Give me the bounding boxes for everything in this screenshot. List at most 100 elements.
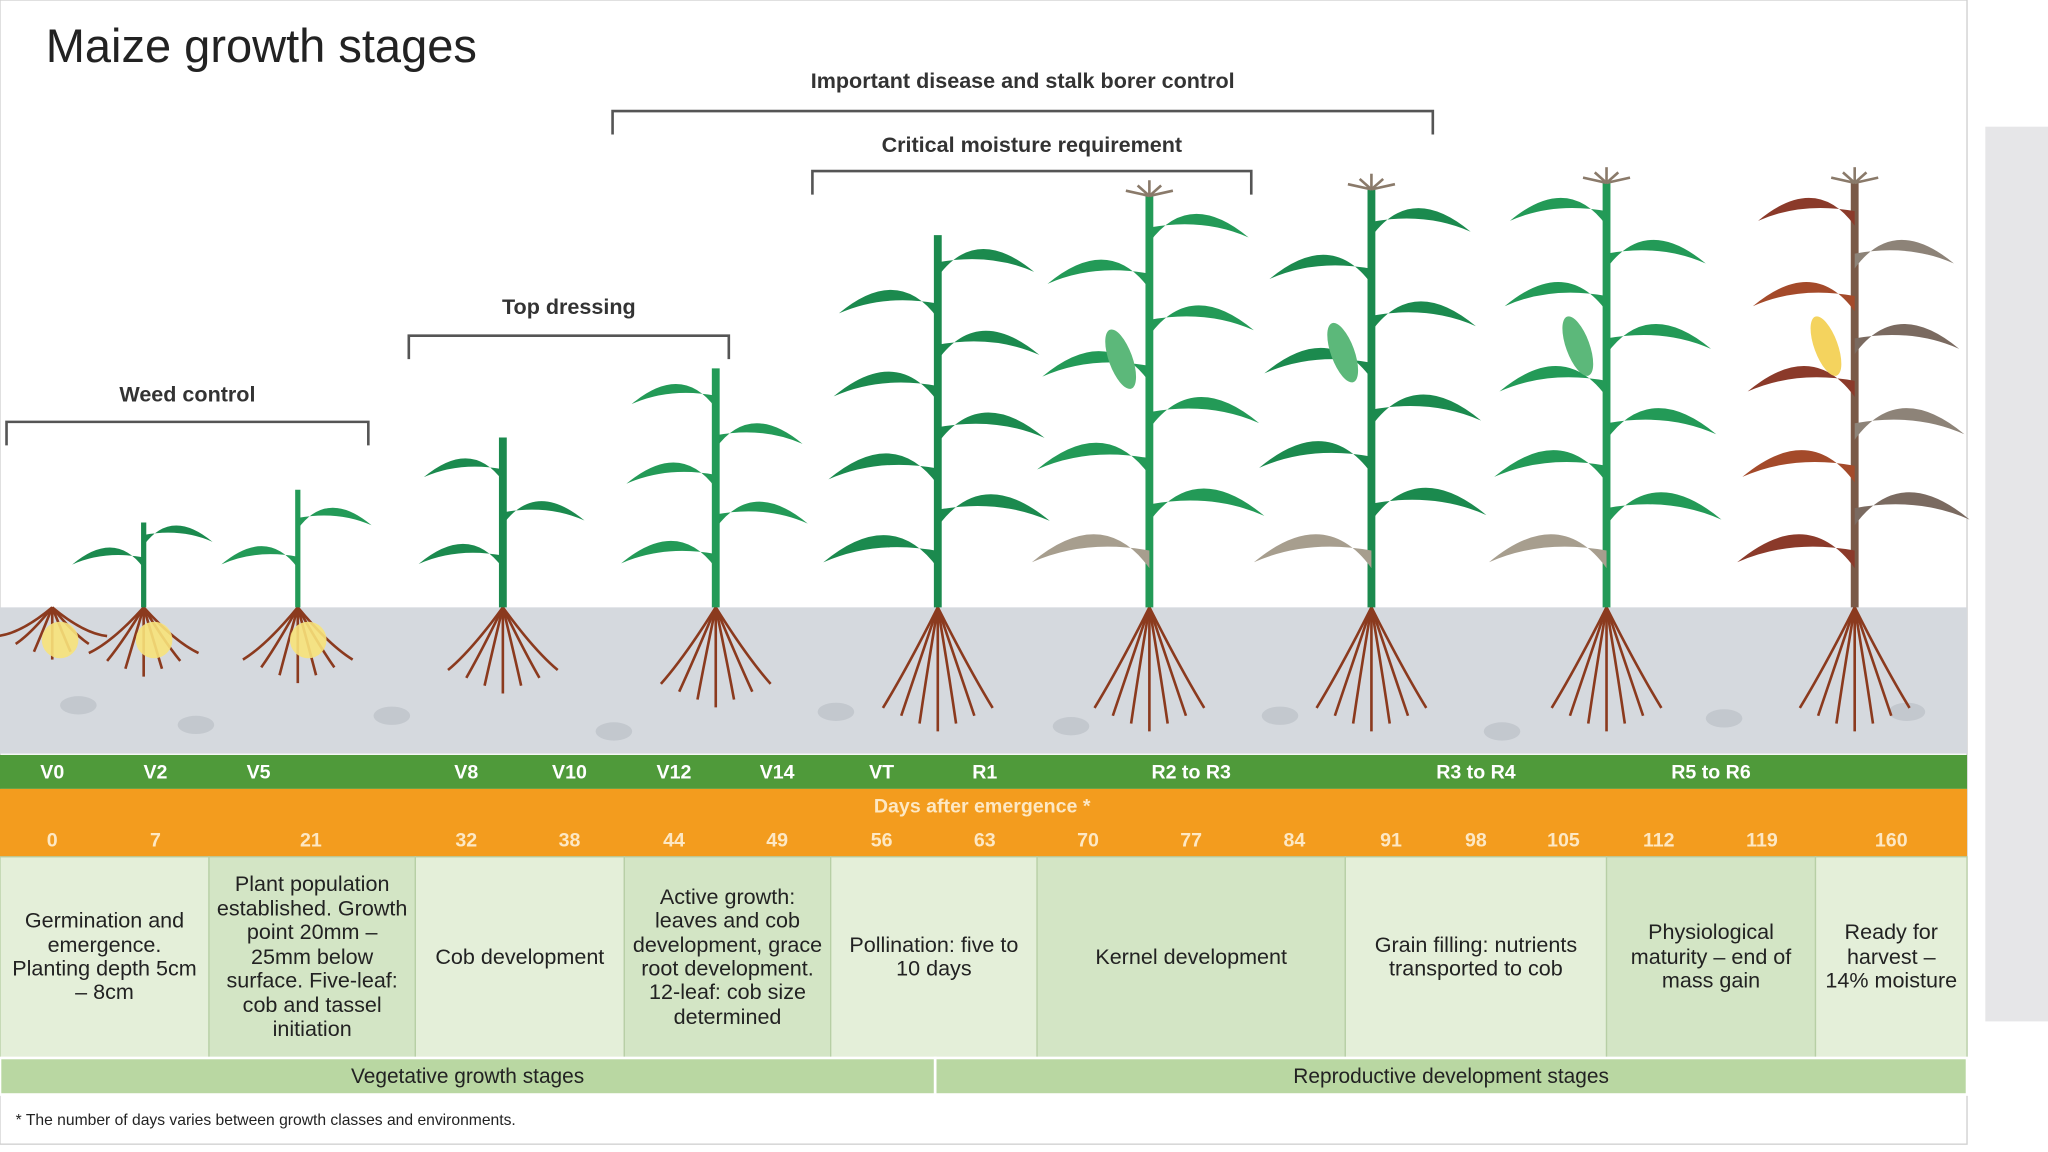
plant [1737,167,1970,732]
footnote: * The number of days varies between grow… [16,1112,516,1129]
root [881,606,939,709]
leaf [423,458,503,482]
tassel [1830,176,1855,185]
root [1605,606,1663,709]
bracket-label: Top dressing [502,294,636,319]
day-label: 63 [974,829,996,851]
desc-box: Ready for harvest – 14% moisture [1825,921,1958,993]
days-bar [0,788,1968,857]
root [1315,606,1373,709]
root [124,606,145,670]
seed [289,621,327,659]
root [1148,606,1206,709]
root [1148,607,1169,724]
leaf [1606,239,1706,269]
tassel [1136,184,1151,197]
leaf [1149,213,1249,243]
leaf [631,384,716,409]
desc-box: Grain filling: nutrients transported to … [1375,933,1577,981]
leaf [1371,394,1482,427]
root [242,606,299,661]
cob [1327,322,1359,383]
side-panel [1985,126,2048,1022]
root [1370,606,1428,709]
day-label: 56 [871,829,893,851]
phase-label: Reproductive development stages [1293,1065,1609,1088]
plant [1253,173,1487,732]
pebble [595,722,633,741]
leaf [1747,366,1855,397]
bracket [811,169,1253,195]
root [465,606,505,679]
tassel [1606,176,1631,185]
cob [1810,316,1842,376]
leaf [1854,324,1960,355]
day-label: 77 [1180,829,1202,851]
leaf [1606,492,1722,526]
plants [0,167,1970,754]
leaf [1149,488,1265,522]
root [1853,607,1875,724]
stage-label: R1 [972,761,997,783]
leaf [1737,534,1855,569]
root [1093,606,1151,709]
root [260,606,299,669]
root [106,606,145,662]
stage-description: Kernel development [1095,945,1288,969]
stage-description: Ready for harvest – 14% moisture [1825,921,1958,993]
stage-label: V14 [760,761,795,783]
leaf [621,540,716,569]
leaf [626,462,716,489]
root [278,606,300,676]
leaf [715,501,808,529]
leaf [823,535,938,569]
leaf [1606,408,1717,440]
day-label: 119 [1746,829,1778,851]
root [936,606,976,717]
pebble [177,715,215,735]
stage-label: V5 [247,761,271,783]
root [501,606,541,679]
leaf [1854,492,1970,526]
root [677,606,717,693]
tassel [1358,177,1373,191]
root [714,606,754,693]
seed [135,621,173,659]
leaf [72,547,144,569]
stage-label: V0 [40,761,64,783]
day-label: 49 [766,829,788,851]
stage-label: VT [869,761,894,783]
leaf [418,543,503,569]
stage-label: V8 [454,761,478,783]
day-label: 91 [1380,829,1402,851]
root [88,606,145,655]
phase-cell [0,1056,937,1096]
plant [1488,167,1722,732]
root [142,606,200,655]
root [1568,606,1608,717]
leaf [1494,450,1607,483]
day-label: 112 [1643,829,1675,851]
root [1129,607,1151,724]
plant [0,606,108,660]
stage-label: R2 to R3 [1151,761,1231,783]
phase-label: Vegetative growth stages [351,1065,584,1088]
root [32,606,54,653]
stage-label: V12 [657,761,692,783]
day-label: 21 [300,829,322,851]
root [936,606,994,709]
leaf [937,248,1035,277]
pebble [1888,702,1926,721]
root [0,606,54,637]
desc-cell [0,856,210,1059]
day-label: 44 [663,829,685,851]
tassel [1582,176,1607,185]
desc-box: Active growth: leaves and cob developmen… [633,885,822,1029]
phase-cell [933,1056,1969,1096]
leaf [1031,534,1150,569]
root [1351,607,1373,724]
root [659,606,717,685]
root [696,607,718,700]
root [1605,606,1645,717]
